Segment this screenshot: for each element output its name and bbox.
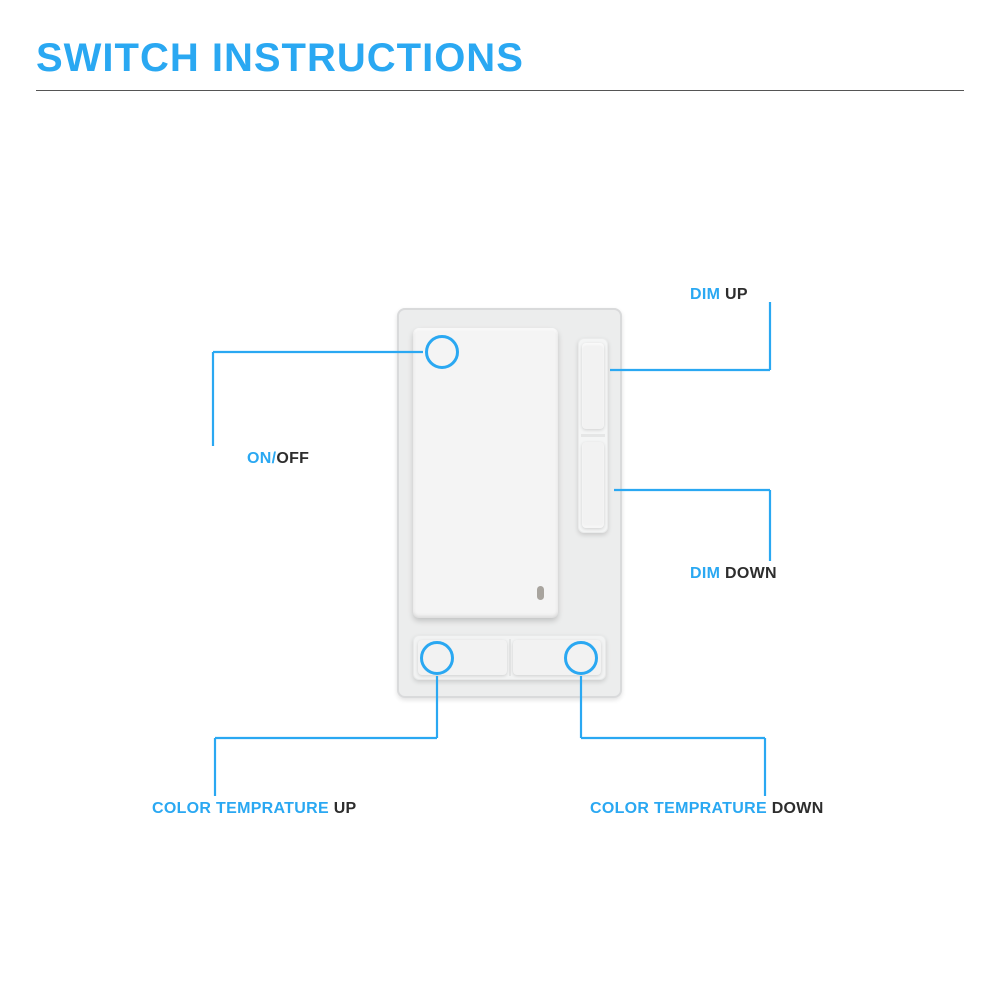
status-led-icon [537, 586, 544, 600]
marker-ct-down [564, 641, 598, 675]
label-ct-down-plain: DOWN [772, 800, 824, 817]
switch-device [397, 308, 622, 698]
ct-divider [509, 639, 511, 676]
dim-down-button[interactable] [582, 442, 604, 528]
label-dim-down: DIM DOWN [690, 565, 777, 583]
label-ct-down-accent: COLOR TEMPRATURE [590, 800, 772, 817]
label-onoff-accent: ON/ [247, 450, 276, 467]
main-paddle[interactable] [413, 328, 558, 618]
marker-ct-up [420, 641, 454, 675]
label-ct-up-plain: UP [334, 800, 357, 817]
title-underline [36, 90, 964, 91]
dim-up-button[interactable] [582, 343, 604, 429]
label-onoff: ON/OFF [247, 450, 309, 468]
label-dim-down-plain: DOWN [725, 565, 777, 582]
dim-rocker [578, 338, 608, 533]
label-dim-down-accent: DIM [690, 565, 725, 582]
label-onoff-plain: OFF [276, 450, 309, 467]
label-ct-up-accent: COLOR TEMPRATURE [152, 800, 334, 817]
label-ct-up: COLOR TEMPRATURE UP [152, 800, 357, 818]
rocker-divider [581, 434, 605, 437]
label-dim-up-accent: DIM [690, 286, 725, 303]
marker-onoff [425, 335, 459, 369]
label-dim-up-plain: UP [725, 286, 748, 303]
label-ct-down: COLOR TEMPRATURE DOWN [590, 800, 824, 818]
page-title: SWITCH INSTRUCTIONS [36, 36, 524, 81]
label-dim-up: DIM UP [690, 286, 748, 304]
